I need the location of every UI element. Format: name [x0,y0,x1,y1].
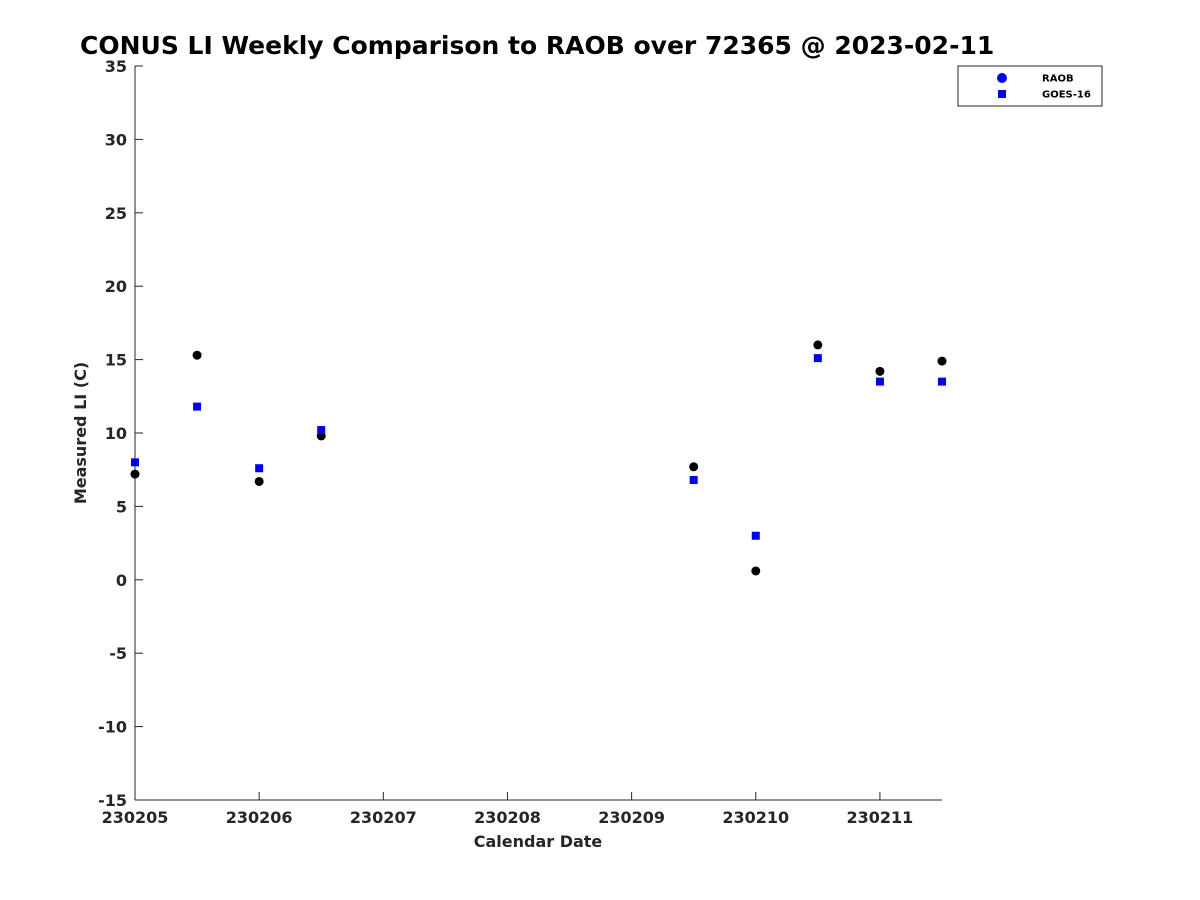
legend: RAOB GOES-16 [957,65,1103,107]
y-tick-label: 5 [116,497,127,516]
x-ticks: 230205 230206 230207 230208 230209 230210 2302… [102,792,914,827]
goes-16-point [193,402,202,411]
data-points [130,340,947,576]
goes-16-point [875,377,884,386]
y-tick-label: -5 [109,644,127,663]
y-tick-label: -15 [98,791,127,810]
x-tick-label: 230211 [847,808,914,827]
y-tick-label: 35 [105,57,127,76]
goes-16-point [131,458,139,467]
y-tick-label: -10 [98,718,127,737]
raob-point [813,340,823,350]
raob-point [130,469,140,479]
x-tick-label: 230206 [226,808,293,827]
raob-point [689,462,699,472]
raob-point [875,366,885,376]
axes [134,66,942,801]
legend-label-goes-16: GOES-16 [1042,90,1091,101]
y-ticks: 35 30 25 20 15 10 5 0 -5 -10 -15 [98,57,143,810]
raob-point [751,566,761,576]
legend-marker-goes-16 [998,90,1006,98]
chart-title: CONUS LI Weekly Comparison to RAOB over … [80,31,994,60]
y-tick-label: 10 [105,424,127,443]
goes-16-point [751,531,760,540]
y-axis-label: Measured LI (C) [71,362,90,504]
y-tick-label: 30 [105,130,127,149]
y-tick-label: 0 [116,571,127,590]
x-tick-label: 230209 [598,808,665,827]
y-tick-label: 25 [105,204,127,223]
raob-point [254,476,264,486]
goes-16-point [938,377,946,386]
x-tick-label: 230207 [350,808,417,827]
x-axis-label: Calendar Date [474,832,603,851]
x-tick-label: 230205 [102,808,169,827]
goes-16-point [689,475,698,484]
x-tick-label: 230210 [722,808,789,827]
raob-point [937,356,947,366]
y-tick-label: 20 [105,277,127,296]
legend-box [957,65,1103,107]
goes-16-point [255,464,264,473]
raob-point [192,350,202,360]
legend-label-raob: RAOB [1042,74,1074,85]
goes-16-point [813,354,822,363]
x-tick-label: 230208 [474,808,541,827]
goes-16-point [317,426,326,435]
legend-marker-raob [997,73,1007,83]
y-tick-label: 15 [105,351,127,370]
